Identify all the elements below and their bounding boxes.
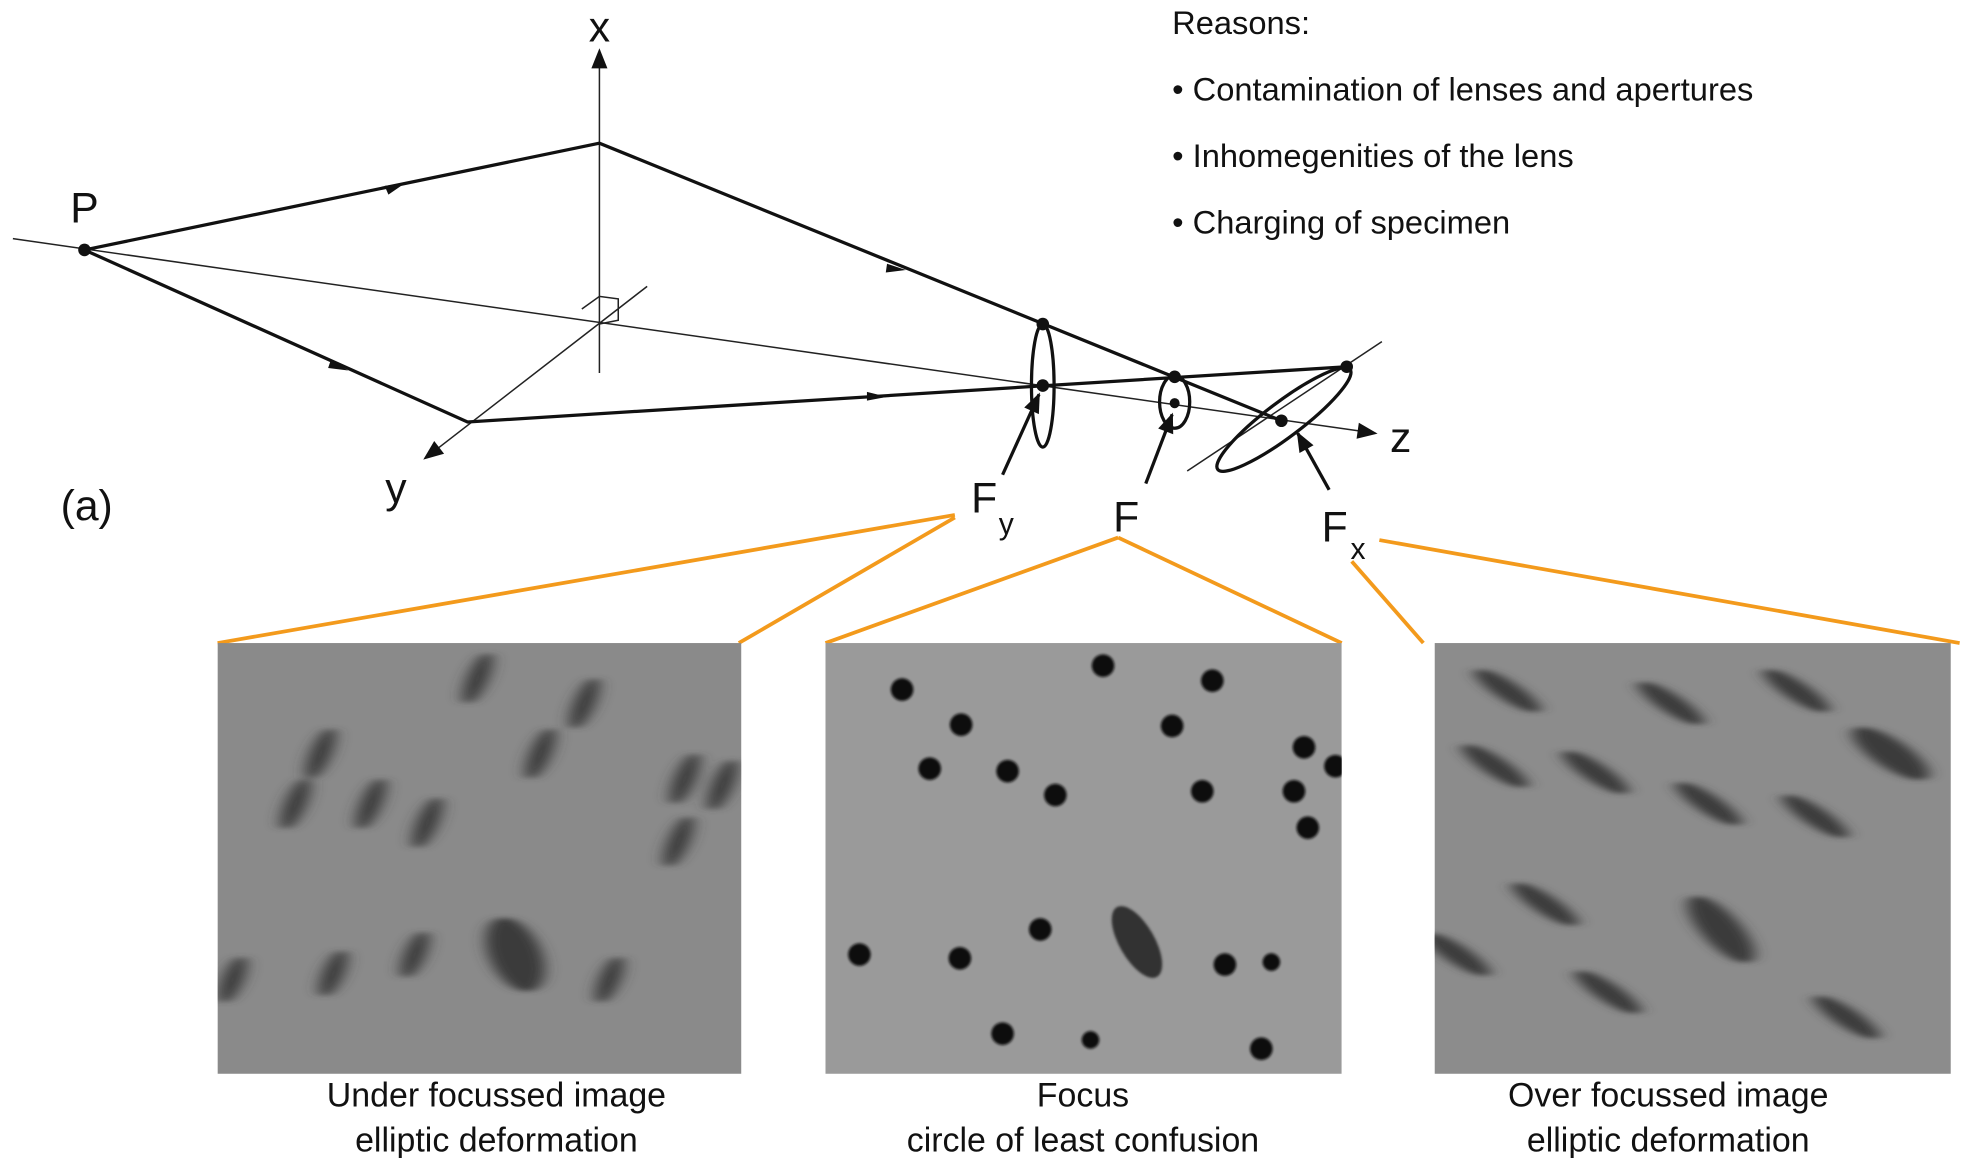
- y-axis: [425, 286, 647, 458]
- caption: Over focussed image: [1508, 1077, 1828, 1115]
- pointer-fy: [1003, 394, 1039, 474]
- image-focus: [825, 643, 1346, 1074]
- connectors: [218, 515, 1960, 643]
- reason-item: • Inhomegenities of the lens: [1172, 137, 1574, 174]
- ray-top: [84, 143, 1281, 421]
- focus-sub: y: [999, 508, 1014, 541]
- focus-label: F: [1322, 503, 1348, 551]
- point-label: P: [70, 184, 98, 232]
- reason-item: • Charging of specimen: [1172, 204, 1510, 241]
- image-underfocus: [213, 643, 743, 1074]
- caption: Focus: [1037, 1077, 1129, 1115]
- figure: x y z P (a) F y F F x Reasons: • Contami…: [0, 0, 1970, 1158]
- points: [78, 244, 1353, 427]
- focus-label: F: [971, 474, 997, 522]
- panel-label: (a): [61, 482, 113, 530]
- pointer-fx: [1298, 433, 1329, 490]
- caption: elliptic deformation: [1527, 1122, 1810, 1158]
- reason-item: • Contamination of lenses and apertures: [1172, 70, 1753, 107]
- caption: elliptic deformation: [355, 1122, 638, 1158]
- caption: Under focussed image: [327, 1077, 666, 1115]
- axis-label: x: [589, 3, 610, 51]
- axis-label: y: [385, 464, 407, 512]
- fx-line: [1187, 342, 1382, 471]
- pointer-f: [1146, 414, 1172, 483]
- axis-label: z: [1390, 414, 1411, 462]
- caption: circle of least confusion: [907, 1122, 1259, 1158]
- reasons-title: Reasons:: [1172, 4, 1310, 41]
- focus-label: F: [1113, 493, 1139, 541]
- ray-arrows: [328, 183, 906, 400]
- image-overfocus: [1420, 643, 1951, 1074]
